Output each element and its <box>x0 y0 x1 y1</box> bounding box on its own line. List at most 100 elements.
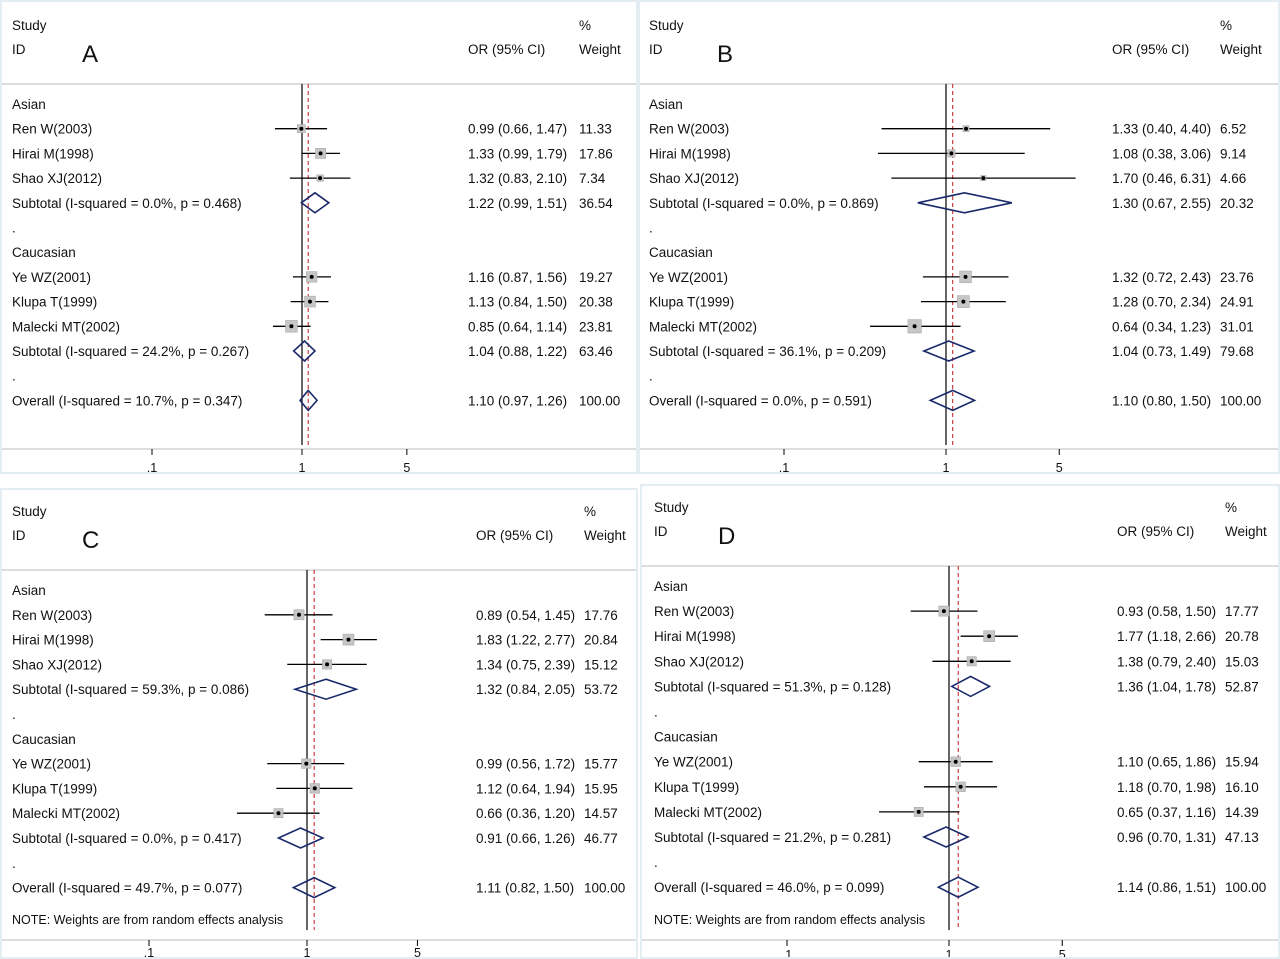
header-study: Study <box>649 18 684 33</box>
x-axis-tick-label: 5 <box>1059 948 1066 959</box>
overall-estimate-text: 1.10 (0.97, 1.26) <box>468 393 567 408</box>
study-label: Klupa T(1999) <box>12 781 97 796</box>
weight-value: 23.81 <box>579 319 613 334</box>
x-axis-tick-label: 1 <box>943 461 950 474</box>
weight-value: 15.03 <box>1225 654 1259 669</box>
point-estimate <box>949 151 954 156</box>
weight-value: 14.39 <box>1225 805 1259 820</box>
header-effect: OR (95% CI) <box>1112 42 1189 57</box>
header-pct: % <box>584 504 596 519</box>
point-estimate <box>304 761 309 766</box>
panel-letter: A <box>82 41 98 68</box>
weight-value: 16.10 <box>1225 780 1259 795</box>
weight-value: 20.38 <box>579 295 613 310</box>
point-estimate <box>289 324 294 329</box>
study-label: Shao XJ(2012) <box>12 657 102 672</box>
subtotal-estimate-text: 1.30 (0.67, 2.55) <box>1112 196 1211 211</box>
header-weight: Weight <box>584 528 626 543</box>
subtotal-estimate-text: 1.04 (0.88, 1.22) <box>468 344 567 359</box>
weight-value: 17.86 <box>579 146 613 161</box>
x-axis-tick-label: 1 <box>946 948 953 959</box>
subtotal-diamond <box>921 826 970 848</box>
header-weight: Weight <box>1220 42 1262 57</box>
forest-plot-svg: Study ID C OR (95% CI)% Weight Asian Ren W(200… <box>2 504 636 957</box>
forest-plot-panel-b: Study ID B OR (95% CI)% Weight Asian Ren W(200… <box>638 0 1280 474</box>
study-label: Klupa T(1999) <box>12 295 97 310</box>
effect-estimate-text: 0.89 (0.54, 1.45) <box>476 608 575 623</box>
weight-value: 24.91 <box>1220 295 1254 310</box>
point-estimate <box>309 274 314 279</box>
effect-estimate-text: 1.83 (1.22, 2.77) <box>476 633 575 648</box>
forest-plot-panel-a: Study ID A OR (95% CI)% Weight Asian Ren W(200… <box>0 0 638 474</box>
effect-estimate-text: 1.12 (0.64, 1.94) <box>476 781 575 796</box>
header-pct: % <box>1225 500 1237 515</box>
header-id: ID <box>12 528 26 543</box>
group-label: Caucasian <box>649 245 713 260</box>
point-estimate <box>318 151 323 156</box>
weights-note: NOTE: Weights are from random effects an… <box>12 913 283 927</box>
x-axis-tick-label: .1 <box>147 461 157 474</box>
weight-value: 15.77 <box>584 757 618 772</box>
group-spacer-dot: . <box>12 221 16 236</box>
effect-estimate-text: 1.33 (0.99, 1.79) <box>468 146 567 161</box>
overall-label: Overall (I-squared = 0.0%, p = 0.591) <box>649 393 872 408</box>
overall-label: Overall (I-squared = 10.7%, p = 0.347) <box>12 393 242 408</box>
overall-weight-value: 100.00 <box>1225 880 1266 895</box>
subtotal-estimate-text: 0.96 (0.70, 1.31) <box>1117 830 1216 845</box>
weight-value: 6.52 <box>1220 122 1246 137</box>
subtotal-weight-value: 52.87 <box>1225 679 1259 694</box>
weights-note: NOTE: Weights are from random effects an… <box>654 913 925 927</box>
subtotal-weight-value: 46.77 <box>584 831 618 846</box>
header-pct: % <box>1220 18 1232 33</box>
study-label: Shao XJ(2012) <box>12 171 102 186</box>
effect-estimate-text: 1.77 (1.18, 2.66) <box>1117 629 1216 644</box>
weight-value: 15.12 <box>584 657 618 672</box>
point-estimate <box>346 637 351 642</box>
overall-weight-value: 100.00 <box>1220 393 1261 408</box>
weight-value: 17.76 <box>584 608 618 623</box>
weight-value: 7.34 <box>579 171 606 186</box>
subtotal-diamond <box>292 678 359 701</box>
subtotal-diamond <box>276 827 325 849</box>
header-study: Study <box>654 500 689 515</box>
effect-estimate-text: 1.32 (0.83, 2.10) <box>468 171 567 186</box>
group-label: Asian <box>654 579 688 594</box>
point-estimate <box>964 126 969 131</box>
study-label: Hirai M(1998) <box>12 146 94 161</box>
overall-estimate-text: 1.14 (0.86, 1.51) <box>1117 880 1216 895</box>
study-label: Ye WZ(2001) <box>654 755 733 770</box>
effect-estimate-text: 1.32 (0.72, 2.43) <box>1112 270 1211 285</box>
group-spacer-dot: . <box>649 221 653 236</box>
point-estimate <box>297 612 302 617</box>
study-label: Hirai M(1998) <box>12 633 94 648</box>
point-estimate <box>307 299 312 304</box>
effect-estimate-text: 0.64 (0.34, 1.23) <box>1112 319 1211 334</box>
forest-plot-panel-d: Study ID D OR (95% CI)% Weight Asian Ren W(200… <box>640 484 1280 959</box>
point-estimate <box>276 811 281 816</box>
subtotal-label: Subtotal (I-squared = 0.0%, p = 0.869) <box>649 196 879 211</box>
overall-label: Overall (I-squared = 49.7%, p = 0.077) <box>12 881 242 896</box>
effect-estimate-text: 1.13 (0.84, 1.50) <box>468 295 567 310</box>
header-id: ID <box>649 42 663 57</box>
group-spacer-dot: . <box>654 855 658 870</box>
overall-weight-value: 100.00 <box>579 393 620 408</box>
x-axis-tick-label: .1 <box>782 948 792 959</box>
overall-diamond <box>291 876 337 899</box>
subtotal-label: Subtotal (I-squared = 0.0%, p = 0.417) <box>12 831 242 846</box>
panel-letter: D <box>718 523 735 550</box>
point-estimate <box>318 176 323 181</box>
subtotal-weight-value: 63.46 <box>579 344 613 359</box>
study-label: Malecki MT(2002) <box>12 806 120 821</box>
weight-value: 17.77 <box>1225 604 1259 619</box>
point-estimate <box>916 809 921 814</box>
overall-diamond <box>298 389 319 412</box>
point-estimate <box>312 786 317 791</box>
weight-value: 19.27 <box>579 270 613 285</box>
effect-estimate-text: 0.93 (0.58, 1.50) <box>1117 604 1216 619</box>
point-estimate <box>912 324 917 329</box>
subtotal-estimate-text: 0.91 (0.66, 1.26) <box>476 831 575 846</box>
subtotal-label: Subtotal (I-squared = 59.3%, p = 0.086) <box>12 682 249 697</box>
header-effect: OR (95% CI) <box>1117 524 1194 539</box>
study-label: Ren W(2003) <box>649 122 729 137</box>
group-label: Asian <box>649 97 683 112</box>
